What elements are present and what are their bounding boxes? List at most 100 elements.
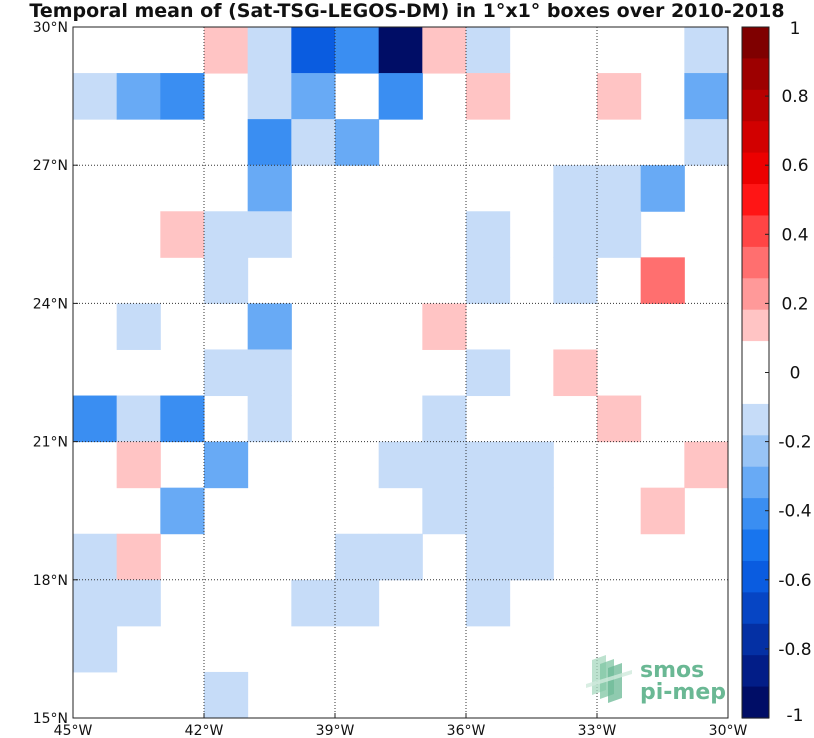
smos-pimep-logo: smos pi-mep <box>586 655 726 705</box>
colorbar <box>742 27 769 719</box>
colorbar-segment <box>742 623 769 656</box>
heatmap-cell <box>247 73 292 120</box>
heatmap-cell <box>247 119 292 166</box>
heatmap-cell <box>684 441 729 489</box>
heatmap-cell <box>247 165 292 212</box>
colorbar-segment <box>742 121 769 154</box>
heatmap-cell <box>466 441 511 489</box>
heatmap-cell <box>204 257 249 304</box>
y-tick-label: 15°N <box>33 711 68 727</box>
colorbar-segment <box>742 184 769 217</box>
heatmap-cell <box>640 257 685 304</box>
heatmap-cell <box>116 303 161 350</box>
heatmap-cell <box>160 395 205 443</box>
colorbar-tick-label: 0.8 <box>781 87 808 107</box>
heatmap-cell <box>291 73 336 120</box>
heatmap-cell <box>466 579 511 627</box>
colorbar-segment <box>742 498 769 531</box>
heatmap-cell <box>466 211 511 258</box>
heatmap-cell <box>160 487 205 535</box>
heatmap-cell <box>73 625 118 673</box>
colorbar-segment <box>742 58 769 91</box>
heatmap-cell <box>204 27 249 74</box>
heatmap-cell <box>553 257 598 304</box>
colorbar-segment <box>742 246 769 279</box>
colorbar-tick-label: 1 <box>790 19 801 39</box>
colorbar-tick-label: -1 <box>787 706 804 726</box>
x-tick-label: 42°W <box>185 723 224 738</box>
heatmap-cell <box>247 349 292 397</box>
colorbar-segment <box>742 560 769 593</box>
colorbar-segment <box>742 215 769 248</box>
heatmap-cell <box>684 119 729 166</box>
heatmap-cell <box>509 533 554 581</box>
heatmap-cell <box>116 395 161 443</box>
logo-waves-icon <box>586 655 632 703</box>
x-tick-label: 30°W <box>709 723 748 738</box>
heatmap-cell <box>247 211 292 258</box>
heatmap-cell <box>422 441 467 489</box>
colorbar-tick-label: 0.6 <box>781 156 808 176</box>
heatmap-cell <box>640 165 685 212</box>
heatmap-cells <box>73 27 729 719</box>
heatmap-cell <box>116 441 161 489</box>
heatmap-cell <box>378 441 423 489</box>
plot-frame <box>72 26 729 719</box>
heatmap-cell <box>247 395 292 443</box>
heatmap-cell <box>597 165 642 212</box>
colorbar-segment <box>742 309 769 342</box>
y-tick-label: 27°N <box>33 158 68 174</box>
heatmap-cell <box>204 211 249 258</box>
heatmap-cell <box>116 579 161 627</box>
heatmap-cell <box>291 119 336 166</box>
heatmap-cell <box>509 441 554 489</box>
y-tick-label: 21°N <box>33 435 68 451</box>
colorbar-segment <box>742 435 769 468</box>
heatmap-cell <box>378 27 423 74</box>
heatmap-cell <box>509 487 554 535</box>
heatmap-cell <box>640 487 685 535</box>
colorbar-segment <box>742 152 769 185</box>
heatmap-cell <box>73 73 118 120</box>
colorbar-tick-label: -0.2 <box>778 433 811 453</box>
heatmap-cell <box>116 73 161 120</box>
heatmap-cell <box>335 579 380 627</box>
heatmap-cell <box>597 395 642 443</box>
colorbar-segment <box>742 372 769 405</box>
heatmap-cell <box>553 211 598 258</box>
colorbar-segment <box>742 655 769 688</box>
x-tick-label: 45°W <box>54 723 93 738</box>
x-tick-label: 39°W <box>316 723 355 738</box>
heatmap-cell <box>291 27 336 74</box>
colorbar-segment <box>742 466 769 499</box>
heatmap-cell <box>466 27 511 74</box>
heatmap-cell <box>73 579 118 627</box>
colorbar-segment <box>742 341 769 374</box>
colorbar-segment <box>742 89 769 122</box>
y-tick-label: 18°N <box>33 573 68 589</box>
heatmap-cell <box>597 211 642 258</box>
heatmap-cell <box>422 487 467 535</box>
heatmap-cell <box>466 533 511 581</box>
heatmap-cell <box>422 303 467 350</box>
colorbar-segment <box>742 27 769 60</box>
colorbar-tick-label: 0.4 <box>781 225 808 245</box>
heatmap-cell <box>335 27 380 74</box>
y-axis-ticks: 15°N 18°N 21°N 24°N 27°N 30°N <box>33 20 78 727</box>
colorbar-tick-label: -0.4 <box>778 502 811 522</box>
x-tick-label: 33°W <box>578 723 617 738</box>
heatmap-cell <box>335 119 380 166</box>
x-tick-label: 36°W <box>447 723 486 738</box>
gridlines <box>73 27 728 718</box>
heatmap-cell <box>204 349 249 397</box>
heatmap-cell <box>553 165 598 212</box>
heatmap-cell <box>422 27 467 74</box>
colorbar-tick-label: -0.8 <box>778 640 811 660</box>
heatmap-cell <box>422 395 467 443</box>
heatmap-cell <box>466 257 511 304</box>
y-tick-label: 30°N <box>33 20 68 36</box>
heatmap-cell <box>160 73 205 120</box>
colorbar-ticks: 1 0.8 0.6 0.4 0.2 0 -0.2 -0.4 -0.6 -0.8 -1 <box>765 19 812 726</box>
colorbar-segment <box>742 403 769 436</box>
